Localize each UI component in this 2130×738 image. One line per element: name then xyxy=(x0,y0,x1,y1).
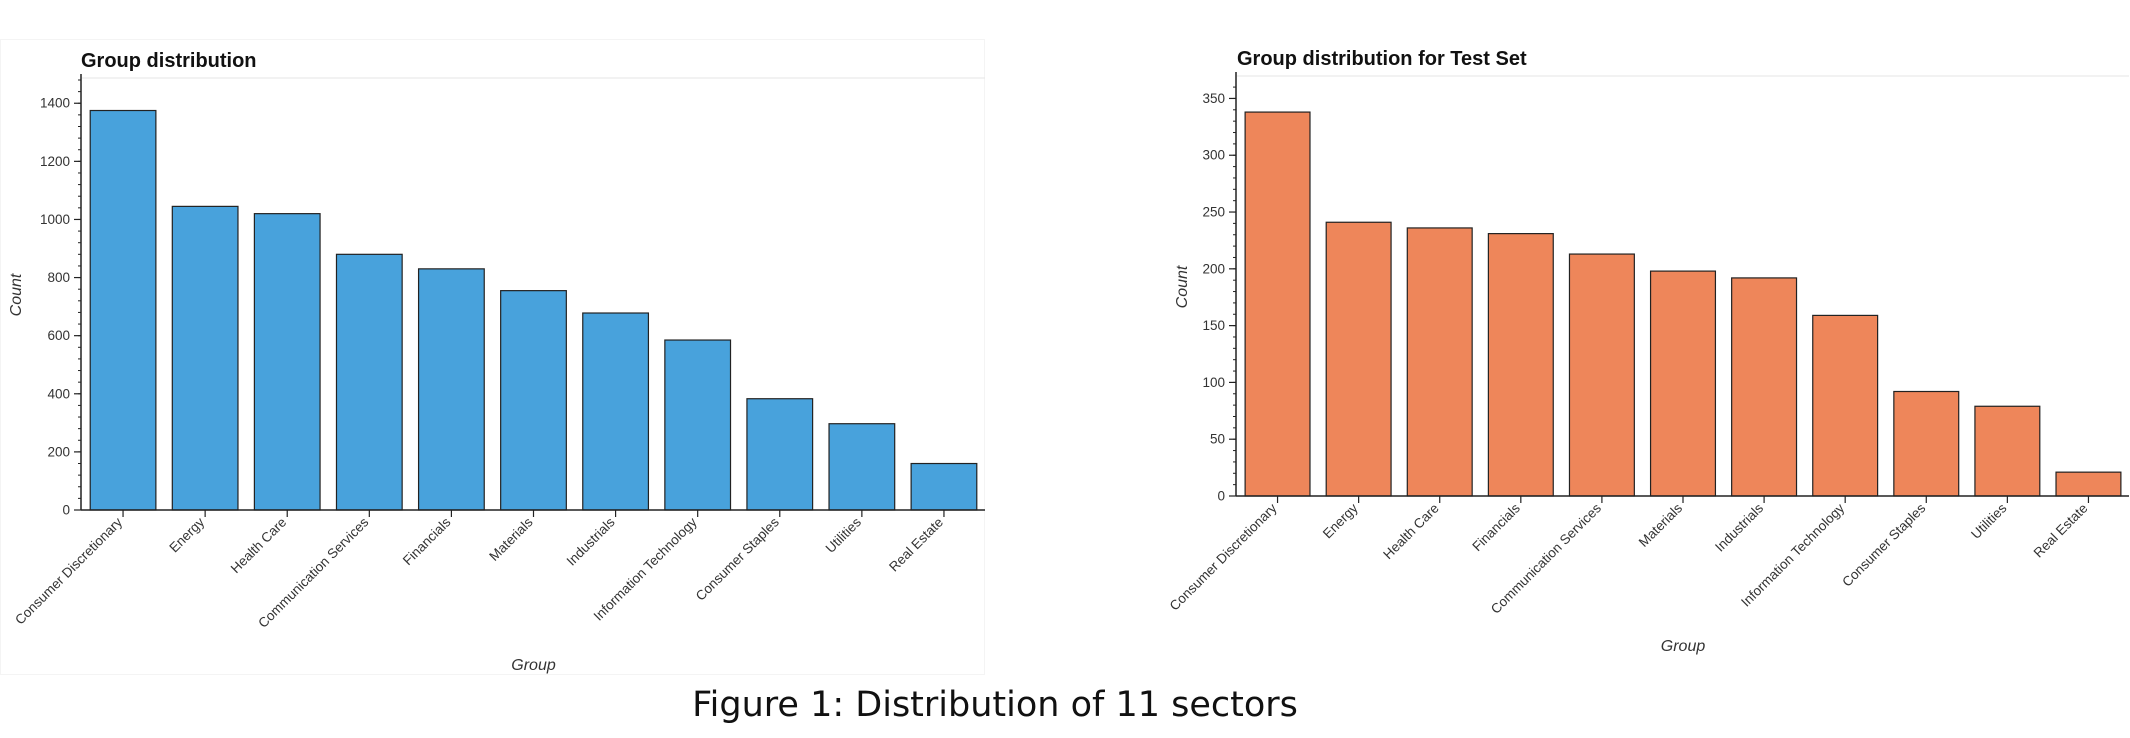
bar xyxy=(1649,270,1717,497)
x-tick-label: Consumer Staples xyxy=(1839,500,1928,589)
bar xyxy=(1893,390,1960,497)
bar xyxy=(253,213,321,511)
bar xyxy=(500,290,567,511)
x-tick-label: Materials xyxy=(1636,500,1686,550)
x-tick-label: Energy xyxy=(1320,500,1361,541)
x-tick-label: Financials xyxy=(400,514,454,568)
x-tick-label: Consumer Discretionary xyxy=(1167,500,1280,613)
y-tick-label: 1400 xyxy=(40,96,70,111)
x-tick-label: Utilities xyxy=(1968,500,2010,542)
bar xyxy=(1568,253,1635,497)
y-tick-label: 200 xyxy=(47,444,70,459)
y-tick-label: 250 xyxy=(1202,205,1225,220)
y-axis-label: Count xyxy=(8,273,25,316)
bar xyxy=(1406,227,1473,497)
bar xyxy=(171,205,239,511)
y-tick-label: 150 xyxy=(1202,318,1225,333)
bar xyxy=(1487,233,1554,497)
y-tick-label: 300 xyxy=(1202,148,1225,163)
x-tick-label: Consumer Staples xyxy=(693,514,782,603)
bar xyxy=(89,109,157,511)
y-tick-label: 0 xyxy=(1217,489,1225,504)
y-axis-label: Count xyxy=(1174,265,1191,308)
y-tick-label: 1000 xyxy=(40,212,70,227)
x-axis-label: Group xyxy=(511,657,556,674)
x-tick-label: Consumer Discretionary xyxy=(12,514,125,627)
x-tick-label: Materials xyxy=(486,514,536,564)
y-tick-label: 400 xyxy=(47,386,70,401)
x-tick-label: Financials xyxy=(1469,500,1523,554)
y-tick-label: 1200 xyxy=(40,154,70,169)
y-tick-label: 350 xyxy=(1202,91,1225,106)
bar xyxy=(1812,314,1879,497)
bar xyxy=(2055,471,2122,497)
bar xyxy=(582,312,650,511)
chart-title: Group distribution xyxy=(81,50,257,72)
figure-caption: Figure 1: Distribution of 11 sectors xyxy=(692,685,1298,725)
x-axis-label: Group xyxy=(1661,638,1706,655)
bar xyxy=(664,339,732,511)
y-tick-label: 800 xyxy=(47,270,70,285)
bar xyxy=(1974,405,2041,497)
chart-svg: 0 50 100 150 200 250 300 350 Consumer Discretion… xyxy=(1167,72,2129,655)
bar xyxy=(828,423,896,511)
x-tick-label: Industrials xyxy=(1712,500,1766,554)
y-tick-label: 50 xyxy=(1210,432,1225,447)
chart-panel-group-distribution: Group distribution 0 200 400 600 800 1000 1200… xyxy=(0,39,985,675)
bar xyxy=(417,268,485,511)
x-tick-label: Health Care xyxy=(1380,501,1442,563)
y-tick-label: 0 xyxy=(62,503,70,518)
y-tick-label: 600 xyxy=(47,328,70,343)
bar xyxy=(1244,111,1311,497)
x-tick-label: Health Care xyxy=(228,515,290,577)
y-tick-label: 200 xyxy=(1202,261,1225,276)
bar xyxy=(910,462,978,511)
chart-svg: 0 200 400 600 800 1000 1200 1400 Consumer Discre… xyxy=(8,74,985,674)
bar xyxy=(1731,277,1798,497)
chart-title: Group distribution for Test Set xyxy=(1237,48,1527,70)
bar xyxy=(335,253,403,511)
bar xyxy=(1325,221,1392,497)
x-tick-label: Industrials xyxy=(564,514,618,568)
x-tick-label: Energy xyxy=(166,514,207,555)
y-tick-label: 100 xyxy=(1202,375,1225,390)
x-tick-label: Real Estate xyxy=(2031,501,2091,561)
chart-panel-test-set: Group distribution for Test Set 0 50 100 15… xyxy=(1163,39,2130,664)
x-tick-label: Utilities xyxy=(823,514,865,556)
x-tick-label: Real Estate xyxy=(886,515,946,575)
bar xyxy=(746,398,814,511)
